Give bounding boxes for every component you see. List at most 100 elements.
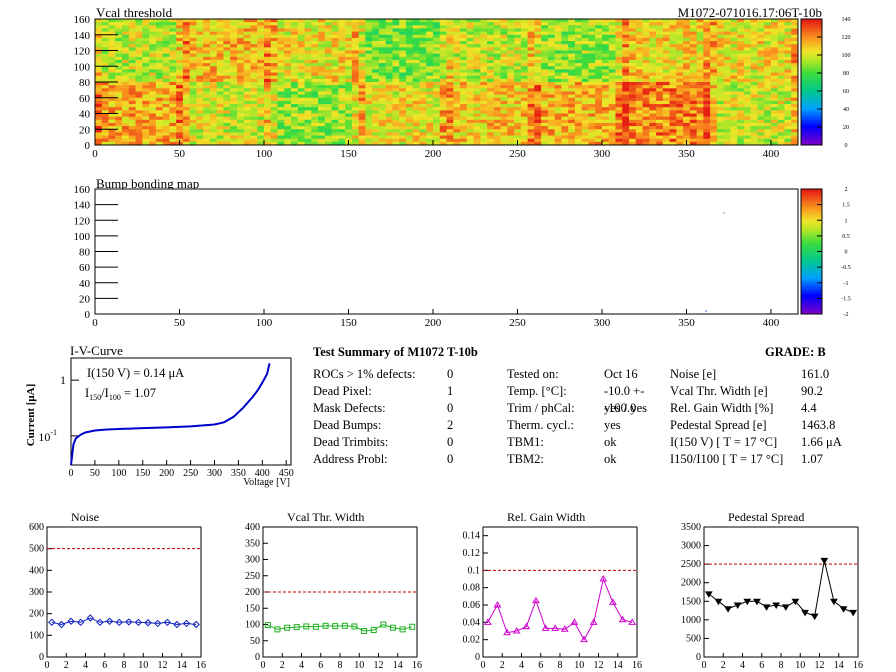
- pedestal-spread-plot: Pedestal Spread 0 2 4 6 8 10 12 14 16 0 500 1000 1500…: [681, 510, 863, 671]
- color-scale-cell: [801, 286, 822, 290]
- summary-row-value: 1.66 μA: [801, 435, 842, 449]
- summary-row-label: TBM2:: [507, 452, 544, 466]
- series-line: [51, 617, 197, 626]
- y-tick-label: 0: [475, 652, 480, 663]
- z-tick-label: 0.5: [842, 234, 850, 240]
- z-tick-label: 120: [842, 35, 851, 41]
- summary-row: Dead Trimbits: 0: [313, 434, 463, 451]
- y-tick-label: 40: [79, 278, 91, 290]
- y-tick-label: 0: [255, 652, 260, 663]
- summary-row: Dead Pixel: 1: [313, 383, 463, 400]
- summary-row-value: 1: [447, 384, 454, 398]
- x-tick-label: 0: [702, 660, 707, 671]
- color-scale-cell: [801, 309, 822, 312]
- color-scale-cell: [801, 132, 822, 136]
- z-tick-label: 40: [843, 107, 849, 113]
- color-scale-cell: [801, 129, 822, 133]
- x-tick-label: 10: [574, 660, 584, 671]
- iv-y-tick: 1: [60, 373, 66, 387]
- summary-row-label: Vcal Thr. Width [e]: [670, 384, 768, 398]
- bump-bonding-title: Bump bonding map: [96, 176, 199, 191]
- data-point: [839, 606, 848, 613]
- iv-x-tick: 300: [207, 468, 222, 479]
- iv-x-tick: 150: [135, 468, 150, 479]
- color-scale-cell: [801, 24, 822, 27]
- summary-row-label: Dead Pixel:: [313, 384, 372, 398]
- data-point: [512, 627, 521, 634]
- series-line: [487, 577, 633, 641]
- x-tick-label: 400: [763, 148, 780, 160]
- color-scale-cell: [801, 254, 822, 257]
- color-scale-cell: [801, 296, 822, 300]
- x-tick-label: 4: [299, 660, 304, 671]
- iv-ylabel: Current [μA]: [25, 384, 37, 447]
- color-scale-cell: [801, 239, 822, 242]
- color-scale-cell: [801, 311, 822, 315]
- color-scale-cell: [801, 194, 822, 197]
- summary-row: I(150 V) [ T = 17 °C] 1.66 μA: [670, 434, 870, 451]
- color-scale-cell: [801, 21, 822, 25]
- x-tick-label: 8: [558, 660, 563, 671]
- color-scale-cell: [801, 92, 822, 95]
- color-scale-cell: [801, 236, 822, 240]
- summary-row-value: 0: [447, 367, 454, 381]
- z-tick-label: -2: [844, 312, 849, 318]
- x-tick-label: 6: [102, 660, 107, 671]
- z-tick-label: 0: [845, 143, 848, 149]
- data-point: [303, 623, 310, 630]
- x-tick-label: 100: [256, 148, 273, 160]
- data-point: [599, 575, 608, 582]
- data-point: [762, 604, 771, 611]
- iv-curve-chart: I-V-Curve I(150 V) = 0.14 μA I150/I100 =…: [25, 343, 294, 488]
- summary-row-value: 4.4: [801, 401, 817, 415]
- summary-row-value: 2: [447, 418, 454, 432]
- summary-row-value: 0: [447, 401, 454, 415]
- x-tick-label: 0: [45, 660, 50, 671]
- color-scale-cell: [801, 246, 822, 250]
- color-scale-cell: [801, 51, 822, 55]
- color-scale-cell: [801, 199, 822, 202]
- noise-plot: Noise 0 2 4 6 8 10 12 14 16 0 100 200 300 400 500 600: [29, 510, 206, 671]
- y-tick-label: 60: [79, 262, 91, 274]
- color-scale-cell: [801, 34, 822, 38]
- data-point: [86, 614, 95, 622]
- bump-point: [723, 212, 725, 214]
- y-tick-label: 0.08: [463, 583, 481, 594]
- y-tick-label: 500: [686, 633, 701, 644]
- vcal-threshold-map: Vcal threshold M1072-071016.17:06T-10b 0…: [74, 5, 851, 160]
- summary-row: Trim / phCal: yes / yes: [507, 400, 667, 417]
- x-tick-label: 300: [594, 317, 611, 329]
- color-scale-cell: [801, 219, 822, 222]
- data-point: [580, 635, 588, 643]
- color-scale-cell: [801, 36, 822, 40]
- color-scale-cell: [801, 241, 822, 245]
- y-tick-label: 500: [29, 544, 44, 555]
- z-tick-label: 100: [842, 53, 851, 59]
- data-point: [322, 622, 329, 629]
- color-scale-cell: [801, 104, 822, 108]
- data-point: [370, 627, 377, 634]
- iv-x-tick: 0: [69, 468, 74, 479]
- y-tick-label: 100: [74, 61, 91, 73]
- data-point: [753, 598, 761, 606]
- data-point: [570, 618, 579, 625]
- summary-row-value: Oct 16: [604, 367, 638, 381]
- x-tick-label: 10: [138, 660, 148, 671]
- data-point: [361, 628, 368, 634]
- summary-row-label: Rel. Gain Width [%]: [670, 401, 774, 415]
- color-scale-cell: [801, 221, 822, 225]
- data-point: [830, 598, 838, 606]
- color-scale-cell: [801, 291, 822, 295]
- y-tick-label: 350: [245, 538, 260, 549]
- y-tick-label: 160: [74, 184, 91, 196]
- summary-row-value: ok: [604, 435, 617, 449]
- color-scale-cell: [801, 39, 822, 43]
- x-tick-label: 2: [500, 660, 505, 671]
- z-tick-label: -1: [844, 281, 849, 287]
- data-point: [493, 601, 502, 608]
- data-point: [849, 609, 858, 617]
- color-scale-cell: [801, 46, 822, 50]
- color-scale-cell: [801, 99, 822, 103]
- x-tick-label: 350: [678, 317, 695, 329]
- y-tick-label: 3000: [681, 541, 701, 552]
